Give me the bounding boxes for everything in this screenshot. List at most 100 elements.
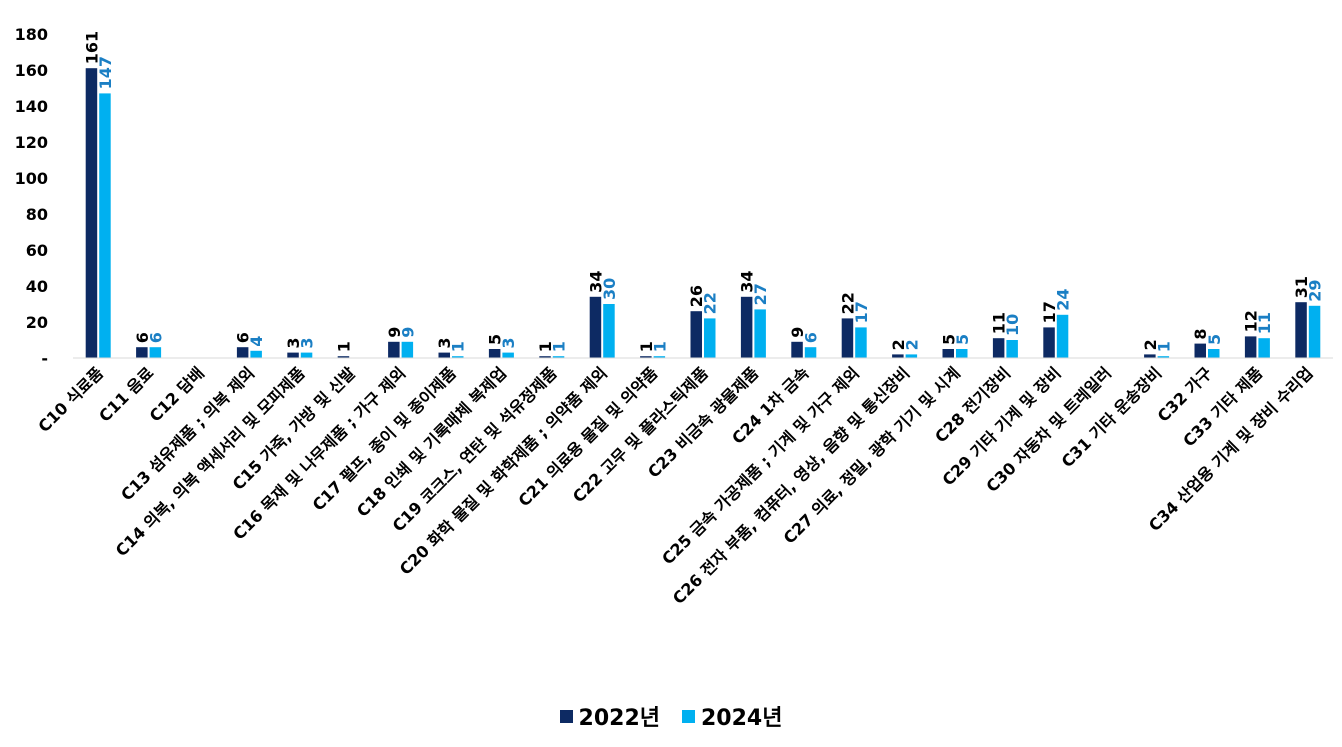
y-tick-label: 100: [15, 169, 48, 188]
data-label: 2: [889, 339, 908, 350]
data-label: 1: [334, 341, 353, 352]
bar: [690, 311, 702, 358]
data-label: 3: [435, 337, 454, 348]
bar: [1244, 336, 1257, 358]
bar: [942, 349, 954, 358]
bar: [136, 347, 148, 358]
y-tick-label: 80: [26, 205, 48, 224]
data-label: 5: [939, 334, 958, 345]
data-label: 17: [1040, 301, 1059, 323]
bar: [337, 356, 350, 358]
bar: [1006, 340, 1018, 358]
data-label: 11: [1255, 312, 1274, 334]
bar: [1043, 327, 1055, 358]
bar: [401, 341, 414, 358]
data-label: 1: [449, 341, 468, 352]
legend-item-2024: 2024년: [682, 700, 782, 732]
data-label: 9: [398, 327, 417, 338]
data-label: 8: [1191, 328, 1210, 339]
legend-label-2022: 2022년: [578, 706, 660, 731]
bar: [1308, 305, 1321, 358]
bar: [956, 349, 968, 358]
data-label: 11: [990, 312, 1009, 334]
bar: [502, 352, 514, 358]
data-label: 1: [650, 341, 669, 352]
data-label: 1: [536, 341, 555, 352]
data-label: 34: [586, 271, 605, 293]
data-label: 26: [687, 285, 706, 307]
bar: [99, 93, 111, 359]
data-label: 3: [284, 337, 303, 348]
bar: [149, 347, 162, 358]
bar: [791, 341, 803, 358]
bar: [992, 338, 1005, 358]
data-label: 5: [1205, 334, 1224, 345]
y-axis: - 20 40 60 80 100 120 140 160 180: [15, 25, 48, 368]
data-label: 3: [499, 337, 518, 348]
y-tick-label: 20: [26, 313, 48, 332]
bar: [1194, 343, 1206, 358]
data-label: 12: [1242, 310, 1261, 332]
bar: [1157, 356, 1170, 358]
data-label: 5: [486, 334, 505, 345]
bar: [452, 356, 464, 358]
bar: [1258, 338, 1270, 358]
data-label: 6: [146, 332, 165, 343]
bar: [589, 296, 602, 358]
bar: [539, 356, 551, 358]
bar: [892, 354, 904, 358]
data-label: 29: [1306, 280, 1325, 302]
data-label: 2: [1141, 339, 1160, 350]
data-label: 6: [802, 332, 821, 343]
data-label: 10: [1003, 314, 1022, 336]
data-label: 4: [247, 336, 266, 347]
data-label: 22: [838, 292, 857, 314]
x-tick-label: C11 음료: [95, 363, 157, 425]
legend: 2022년 2024년: [0, 700, 1342, 732]
data-label: 3: [298, 337, 317, 348]
data-label: 2: [902, 339, 921, 350]
x-tick-label: C10 식료품: [34, 363, 107, 436]
bar: [85, 68, 98, 358]
bar: [1144, 354, 1156, 358]
data-label: 147: [96, 56, 115, 89]
y-tick-label: 60: [26, 241, 48, 260]
bar: [704, 318, 716, 358]
bar: [653, 356, 666, 358]
legend-item-2022: 2022년: [559, 700, 660, 732]
data-label: 17: [852, 301, 871, 323]
data-label: 161: [82, 31, 101, 64]
bar: [250, 350, 262, 358]
data-label: 1: [637, 341, 656, 352]
bar: [740, 296, 753, 358]
data-label: 34: [738, 271, 757, 293]
bar: [603, 304, 615, 358]
data-label: 6: [234, 332, 253, 343]
bar: [905, 354, 918, 358]
bar: [754, 309, 766, 358]
bar: [640, 356, 652, 358]
data-label: 9: [385, 327, 404, 338]
y-tick-label: 40: [26, 277, 48, 296]
bar: [488, 349, 501, 358]
bar: [804, 347, 817, 358]
bar: [1295, 302, 1307, 358]
y-tick-label: 160: [15, 61, 48, 80]
y-tick-label: 140: [15, 97, 48, 116]
data-label: 6: [133, 332, 152, 343]
bar: [438, 352, 450, 358]
bar: [552, 356, 565, 358]
data-label: 24: [1054, 289, 1073, 311]
bar: [388, 341, 400, 358]
legend-swatch-2022: [559, 709, 573, 723]
data-label: 5: [953, 334, 972, 345]
y-tick-label: 120: [15, 133, 48, 152]
y-tick-label: 180: [15, 25, 48, 44]
data-label: 1: [1154, 341, 1173, 352]
data-label: 1: [550, 341, 569, 352]
legend-swatch-2024: [682, 709, 695, 723]
bar: [300, 352, 313, 358]
bar: [841, 318, 854, 358]
x-tick-label: C26 전자 부품, 컴퓨터, 영상, 음향 및 통신장비: [669, 363, 913, 607]
